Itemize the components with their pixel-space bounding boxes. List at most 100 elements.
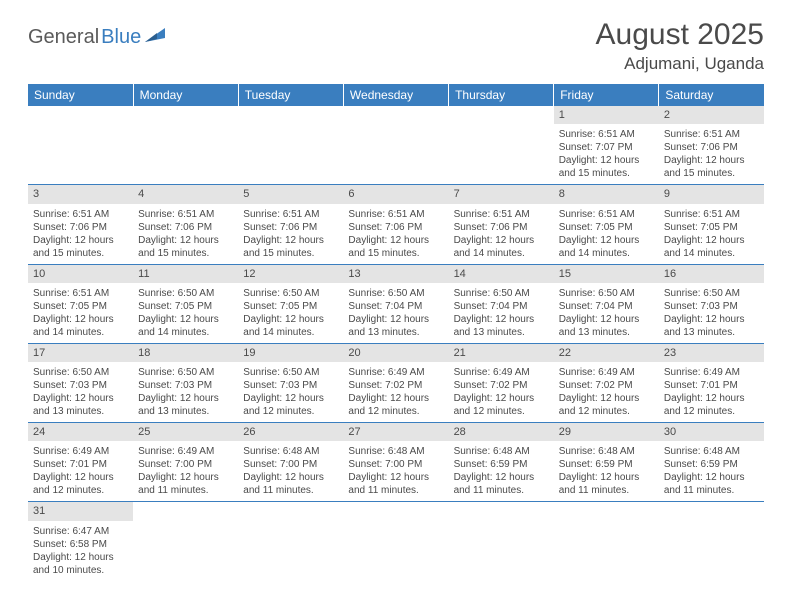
daylight2-text: and 11 minutes. [138,484,233,497]
day-info: Sunrise: 6:48 AMSunset: 7:00 PMDaylight:… [238,443,343,501]
day-number: 13 [343,265,448,283]
sunrise-text: Sunrise: 6:48 AM [454,445,549,458]
sunrise-text: Sunrise: 6:48 AM [243,445,338,458]
sunset-text: Sunset: 7:03 PM [33,379,128,392]
weekday-header: Wednesday [343,84,448,106]
calendar-day-cell: 13 Sunrise: 6:50 AMSunset: 7:04 PMDayligh… [343,264,448,343]
calendar-day-cell: 31 Sunrise: 6:47 AMSunset: 6:58 PMDayligh… [28,502,133,581]
sunrise-text: Sunrise: 6:51 AM [348,208,443,221]
logo-text-blue: Blue [101,26,141,49]
daylight2-text: and 13 minutes. [33,405,128,418]
daylight1-text: Daylight: 12 hours [138,234,233,247]
sunset-text: Sunset: 7:04 PM [454,300,549,313]
sunrise-text: Sunrise: 6:49 AM [33,445,128,458]
calendar-day-cell: 21Sunrise: 6:49 AMSunset: 7:02 PMDayligh… [449,343,554,422]
calendar-week-row: 31 Sunrise: 6:47 AMSunset: 6:58 PMDayligh… [28,502,764,581]
sunset-text: Sunset: 7:06 PM [664,141,759,154]
daylight1-text: Daylight: 12 hours [664,392,759,405]
day-number: 18 [133,344,238,362]
sunset-text: Sunset: 7:03 PM [138,379,233,392]
daylight1-text: Daylight: 12 hours [559,392,654,405]
calendar-day-cell: 24Sunrise: 6:49 AMSunset: 7:01 PMDayligh… [28,423,133,502]
sunset-text: Sunset: 7:06 PM [348,221,443,234]
day-info: Sunrise: 6:49 AMSunset: 7:02 PMDaylight:… [343,364,448,422]
calendar-day-cell: 29Sunrise: 6:48 AMSunset: 6:59 PMDayligh… [554,423,659,502]
sunrise-text: Sunrise: 6:49 AM [138,445,233,458]
daylight1-text: Daylight: 12 hours [454,313,549,326]
daylight2-text: and 14 minutes. [559,247,654,260]
calendar-day-cell: 3Sunrise: 6:51 AMSunset: 7:06 PMDaylight… [28,185,133,264]
daylight1-text: Daylight: 12 hours [243,392,338,405]
daylight1-text: Daylight: 12 hours [348,234,443,247]
day-number: 11 [133,265,238,283]
day-number: 5 [238,185,343,203]
daylight2-text: and 13 minutes. [664,326,759,339]
daylight2-text: and 12 minutes. [454,405,549,418]
sunset-text: Sunset: 7:06 PM [33,221,128,234]
sunrise-text: Sunrise: 6:51 AM [664,128,759,141]
sunset-text: Sunset: 7:05 PM [33,300,128,313]
logo-text-general: General [28,26,99,49]
daylight2-text: and 12 minutes. [664,405,759,418]
day-info: Sunrise: 6:50 AMSunset: 7:05 PMDaylight:… [133,285,238,343]
weekday-header: Tuesday [238,84,343,106]
sunset-text: Sunset: 7:06 PM [243,221,338,234]
daylight1-text: Daylight: 12 hours [664,471,759,484]
sunrise-text: Sunrise: 6:49 AM [454,366,549,379]
day-number: 24 [28,423,133,441]
flag-icon [145,28,165,47]
daylight2-text: and 11 minutes. [559,484,654,497]
calendar-day-cell: 20Sunrise: 6:49 AMSunset: 7:02 PMDayligh… [343,343,448,422]
day-info: Sunrise: 6:48 AMSunset: 7:00 PMDaylight:… [343,443,448,501]
calendar-day-cell: 8Sunrise: 6:51 AMSunset: 7:05 PMDaylight… [554,185,659,264]
day-number: 15 [554,265,659,283]
day-info: Sunrise: 6:51 AMSunset: 7:06 PMDaylight:… [343,206,448,264]
day-number: 26 [238,423,343,441]
calendar-day-cell: 19Sunrise: 6:50 AMSunset: 7:03 PMDayligh… [238,343,343,422]
sunrise-text: Sunrise: 6:48 AM [559,445,654,458]
day-info: Sunrise: 6:50 AMSunset: 7:04 PMDaylight:… [343,285,448,343]
daylight1-text: Daylight: 12 hours [243,313,338,326]
calendar-header-row: SundayMondayTuesdayWednesdayThursdayFrid… [28,84,764,106]
daylight2-text: and 11 minutes. [348,484,443,497]
daylight2-text: and 11 minutes. [454,484,549,497]
day-info: Sunrise: 6:49 AMSunset: 7:02 PMDaylight:… [554,364,659,422]
sunrise-text: Sunrise: 6:51 AM [33,208,128,221]
calendar-day-cell: 12Sunrise: 6:50 AMSunset: 7:05 PMDayligh… [238,264,343,343]
sunset-text: Sunset: 7:06 PM [138,221,233,234]
sunrise-text: Sunrise: 6:49 AM [559,366,654,379]
sunrise-text: Sunrise: 6:50 AM [454,287,549,300]
day-info: Sunrise: 6:48 AMSunset: 6:59 PMDaylight:… [449,443,554,501]
sunset-text: Sunset: 7:01 PM [33,458,128,471]
sunset-text: Sunset: 7:00 PM [138,458,233,471]
daylight1-text: Daylight: 12 hours [559,154,654,167]
sunset-text: Sunset: 7:04 PM [559,300,654,313]
sunrise-text: Sunrise: 6:51 AM [454,208,549,221]
sunset-text: Sunset: 7:06 PM [454,221,549,234]
day-number: 28 [449,423,554,441]
calendar-day-cell [449,502,554,581]
calendar-day-cell [28,106,133,185]
calendar-day-cell: 2Sunrise: 6:51 AMSunset: 7:06 PMDaylight… [659,106,764,185]
day-number: 7 [449,185,554,203]
day-number: 31 [28,502,133,520]
day-info: Sunrise: 6:50 AMSunset: 7:04 PMDaylight:… [554,285,659,343]
sunset-text: Sunset: 7:02 PM [559,379,654,392]
day-info: Sunrise: 6:50 AMSunset: 7:03 PMDaylight:… [659,285,764,343]
day-info: Sunrise: 6:48 AMSunset: 6:59 PMDaylight:… [554,443,659,501]
day-info: Sunrise: 6:50 AMSunset: 7:03 PMDaylight:… [238,364,343,422]
daylight2-text: and 14 minutes. [33,326,128,339]
calendar-day-cell: 23Sunrise: 6:49 AMSunset: 7:01 PMDayligh… [659,343,764,422]
sunrise-text: Sunrise: 6:50 AM [243,366,338,379]
day-info: Sunrise: 6:51 AMSunset: 7:05 PMDaylight:… [28,285,133,343]
day-info: Sunrise: 6:47 AMSunset: 6:58 PMDaylight:… [28,523,133,581]
daylight2-text: and 11 minutes. [243,484,338,497]
sunset-text: Sunset: 7:05 PM [243,300,338,313]
calendar-day-cell: 6Sunrise: 6:51 AMSunset: 7:06 PMDaylight… [343,185,448,264]
sunrise-text: Sunrise: 6:49 AM [348,366,443,379]
sunrise-text: Sunrise: 6:50 AM [243,287,338,300]
day-info: Sunrise: 6:49 AMSunset: 7:00 PMDaylight:… [133,443,238,501]
calendar-day-cell: 10Sunrise: 6:51 AMSunset: 7:05 PMDayligh… [28,264,133,343]
calendar-week-row: 24Sunrise: 6:49 AMSunset: 7:01 PMDayligh… [28,423,764,502]
sunset-text: Sunset: 7:00 PM [243,458,338,471]
